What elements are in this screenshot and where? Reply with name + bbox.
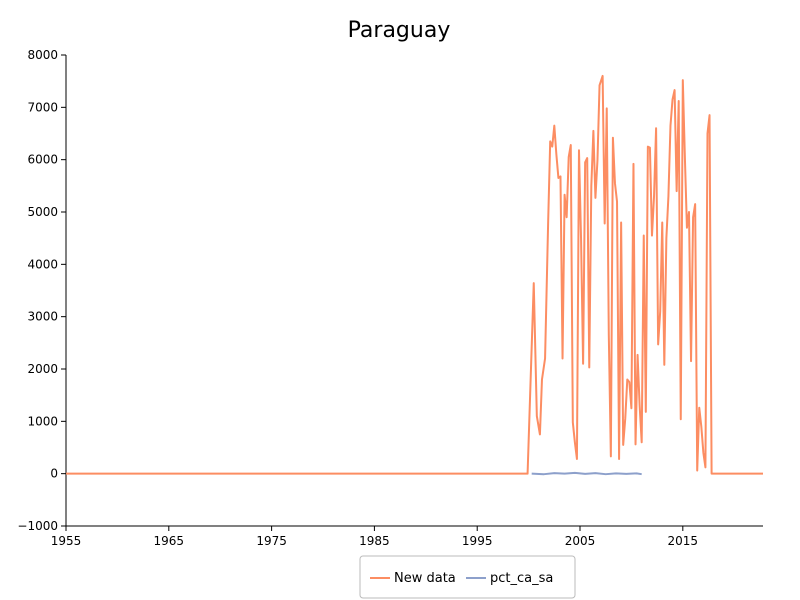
x-tick-label: 2015 — [668, 534, 699, 548]
y-tick-label: 4000 — [27, 257, 58, 271]
x-tick-label: 1965 — [154, 534, 185, 548]
chart-title: Paraguay — [348, 18, 451, 43]
legend: New data pct_ca_sa — [359, 555, 576, 599]
series-line-new-data — [66, 74, 763, 475]
y-tick-label: 1000 — [27, 414, 58, 428]
x-tick-label: 1985 — [359, 534, 390, 548]
x-tick-label: 1975 — [256, 534, 287, 548]
y-tick-label: 6000 — [27, 153, 58, 167]
y-tick-label: 8000 — [27, 48, 58, 62]
y-tick-label: 3000 — [27, 310, 58, 324]
y-tick-label: 2000 — [27, 362, 58, 376]
y-tick-label: −1000 — [17, 519, 58, 533]
legend-label-pct-ca-sa: pct_ca_sa — [490, 571, 553, 586]
axes: −1000 0 1000 2000 3000 4000 5000 6000 7000 8000 19… — [17, 48, 763, 548]
legend-label-new-data: New data — [394, 571, 456, 586]
series-line-pct-ca-sa — [531, 471, 642, 476]
y-tick-label: 5000 — [27, 205, 58, 219]
x-tick-label: 1955 — [51, 534, 82, 548]
y-tick-label: 0 — [50, 467, 58, 481]
x-tick-label: 2005 — [565, 534, 596, 548]
y-tick-label: 7000 — [27, 100, 58, 114]
x-tick-label: 1995 — [462, 534, 493, 548]
series-layer — [66, 74, 763, 476]
